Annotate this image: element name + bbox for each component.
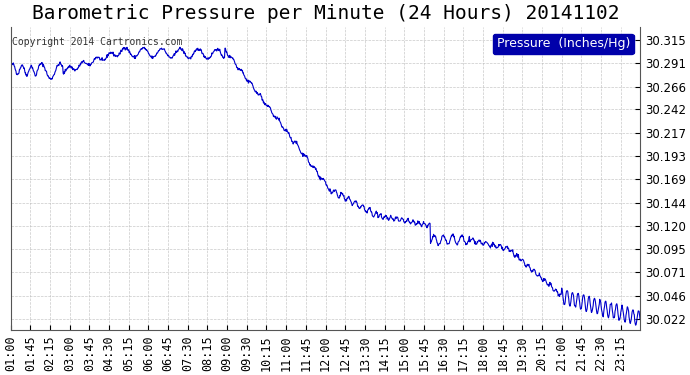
Pressure  (Inches/Hg)	[635, 316, 644, 321]
Pressure  (Inches/Hg)	[131, 56, 139, 61]
Line: Pressure  (Inches/Hg): Pressure (Inches/Hg)	[10, 47, 640, 325]
Pressure  (Inches/Hg)	[424, 224, 432, 228]
Pressure  (Inches/Hg)	[6, 66, 14, 70]
Pressure  (Inches/Hg)	[217, 53, 226, 58]
Pressure  (Inches/Hg)	[562, 295, 570, 299]
Legend: Pressure  (Inches/Hg): Pressure (Inches/Hg)	[493, 34, 633, 54]
Pressure  (Inches/Hg)	[146, 54, 155, 58]
Pressure  (Inches/Hg)	[506, 249, 514, 254]
Text: Copyright 2014 Cartronics.com: Copyright 2014 Cartronics.com	[12, 37, 182, 46]
Pressure  (Inches/Hg)	[631, 323, 640, 327]
Pressure  (Inches/Hg)	[176, 45, 184, 50]
Title: Barometric Pressure per Minute (24 Hours) 20141102: Barometric Pressure per Minute (24 Hours…	[32, 4, 619, 23]
